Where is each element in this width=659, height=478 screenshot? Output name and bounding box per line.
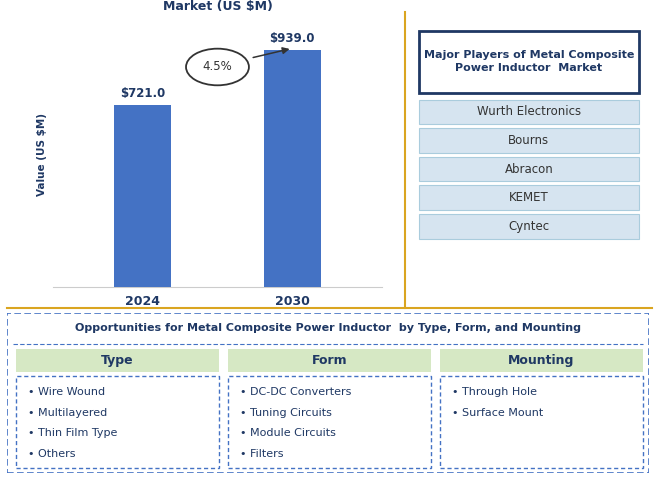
FancyBboxPatch shape xyxy=(419,128,639,152)
FancyBboxPatch shape xyxy=(419,31,639,93)
Text: • Multilayered: • Multilayered xyxy=(28,408,107,418)
Text: Source: Lucintel: Source: Lucintel xyxy=(291,321,375,331)
Text: Type: Type xyxy=(101,354,134,367)
Ellipse shape xyxy=(186,49,249,85)
FancyBboxPatch shape xyxy=(419,157,639,181)
FancyBboxPatch shape xyxy=(228,376,430,468)
Text: $939.0: $939.0 xyxy=(270,32,315,45)
FancyBboxPatch shape xyxy=(440,349,643,372)
Text: Major Players of Metal Composite
Power Inductor  Market: Major Players of Metal Composite Power I… xyxy=(424,50,634,74)
Text: KEMET: KEMET xyxy=(509,191,549,204)
Text: Mounting: Mounting xyxy=(508,354,575,367)
Text: Bourns: Bourns xyxy=(508,134,550,147)
Text: • Through Hole: • Through Hole xyxy=(452,387,537,397)
Text: Abracon: Abracon xyxy=(505,163,553,175)
Text: • Others: • Others xyxy=(28,449,75,459)
FancyBboxPatch shape xyxy=(16,349,219,372)
Text: Opportunities for Metal Composite Power Inductor  by Type, Form, and Mounting: Opportunities for Metal Composite Power … xyxy=(75,323,581,333)
FancyBboxPatch shape xyxy=(440,376,643,468)
Text: • DC-DC Converters: • DC-DC Converters xyxy=(240,387,351,397)
Text: • Filters: • Filters xyxy=(240,449,283,459)
FancyBboxPatch shape xyxy=(419,99,639,124)
Text: • Thin Film Type: • Thin Film Type xyxy=(28,428,117,438)
FancyBboxPatch shape xyxy=(419,214,639,239)
FancyBboxPatch shape xyxy=(7,313,649,473)
Text: Wurth Electronics: Wurth Electronics xyxy=(476,105,581,118)
Text: • Module Circuits: • Module Circuits xyxy=(240,428,335,438)
Title: Global Metal Composite Power Inductor
Market (US $M): Global Metal Composite Power Inductor Ma… xyxy=(78,0,357,13)
Text: $721.0: $721.0 xyxy=(120,87,165,100)
Y-axis label: Value (US $M): Value (US $M) xyxy=(37,113,47,196)
Bar xyxy=(264,50,321,287)
Text: • Surface Mount: • Surface Mount xyxy=(452,408,543,418)
Text: Form: Form xyxy=(312,354,347,367)
Text: • Tuning Circuits: • Tuning Circuits xyxy=(240,408,331,418)
FancyBboxPatch shape xyxy=(16,376,219,468)
Text: Cyntec: Cyntec xyxy=(508,220,550,233)
Bar xyxy=(114,105,171,287)
FancyBboxPatch shape xyxy=(228,349,430,372)
Text: 4.5%: 4.5% xyxy=(202,61,233,74)
Text: • Wire Wound: • Wire Wound xyxy=(28,387,105,397)
FancyBboxPatch shape xyxy=(419,185,639,210)
